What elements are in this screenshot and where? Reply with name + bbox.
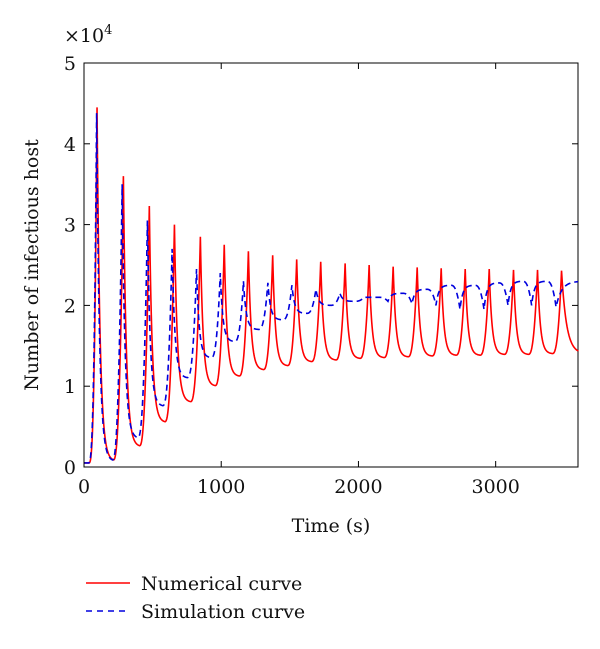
y-tick-label: 2 (64, 295, 76, 317)
y-tick-label: 3 (64, 215, 76, 237)
series-layer (84, 107, 579, 464)
x-tick-label: 0 (78, 476, 90, 498)
y-tick-label: 5 (64, 53, 76, 75)
y-tick-label: 1 (64, 376, 76, 398)
y-tick-label: 0 (64, 457, 76, 479)
y-tick-label: 4 (64, 134, 76, 156)
plot-area (83, 62, 579, 468)
y-multiplier-exponent: 4 (104, 23, 112, 38)
x-axis-label: Time (s) (292, 515, 371, 537)
x-tick-label: 3000 (471, 476, 519, 498)
legend-label-numerical: Numerical curve (141, 573, 302, 595)
plot-frame (83, 62, 579, 468)
y-axis-label: Number of infectious host (21, 139, 43, 391)
series-line-simulation (84, 113, 579, 464)
x-axis: 0 1000 2000 3000 (78, 63, 520, 498)
x-tick-label: 1000 (197, 476, 245, 498)
series-line-numerical (84, 107, 579, 464)
y-multiplier: ×104 (64, 23, 112, 47)
legend: Numerical curve Simulation curve (86, 573, 305, 623)
legend-label-simulation: Simulation curve (141, 601, 305, 623)
y-multiplier-base: ×10 (64, 25, 104, 47)
x-tick-label: 2000 (334, 476, 382, 498)
y-axis: 0 1 2 3 4 5 (64, 53, 578, 479)
